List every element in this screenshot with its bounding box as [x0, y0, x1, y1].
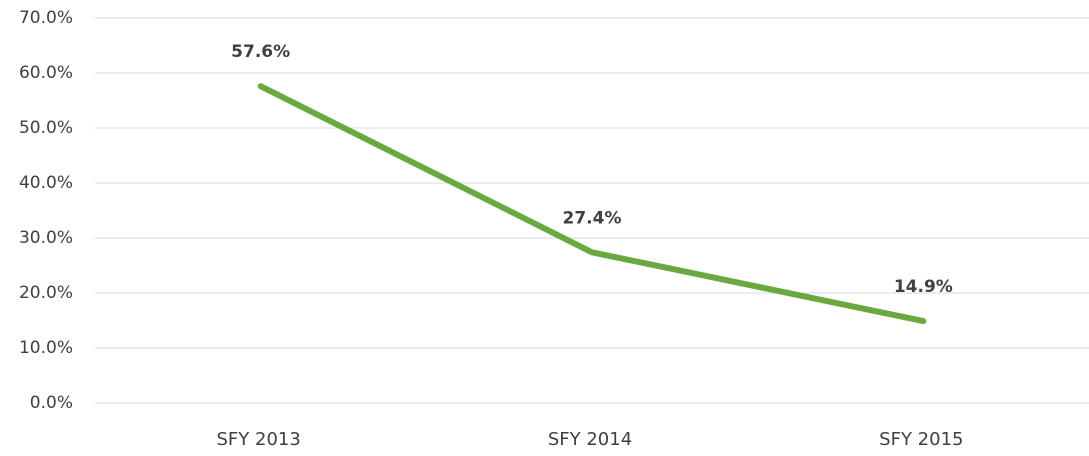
y-tick-label: 20.0% [19, 283, 73, 303]
x-tick-label: SFY 2015 [879, 429, 963, 450]
y-tick-label: 30.0% [19, 228, 73, 248]
value-label: 57.6% [231, 42, 290, 62]
y-tick-label: 40.0% [19, 173, 73, 193]
y-tick-label: 50.0% [19, 118, 73, 138]
y-tick-label: 60.0% [19, 63, 73, 83]
line [257, 83, 927, 325]
value-label: 27.4% [563, 208, 622, 228]
value-label: 14.9% [894, 277, 953, 297]
y-tick-label: 70.0% [19, 8, 73, 28]
y-tick-label: 10.0% [19, 338, 73, 358]
x-tick-label: SFY 2013 [217, 429, 301, 450]
y-tick-label: 0.0% [30, 393, 73, 413]
x-tick-label: SFY 2014 [548, 429, 632, 450]
